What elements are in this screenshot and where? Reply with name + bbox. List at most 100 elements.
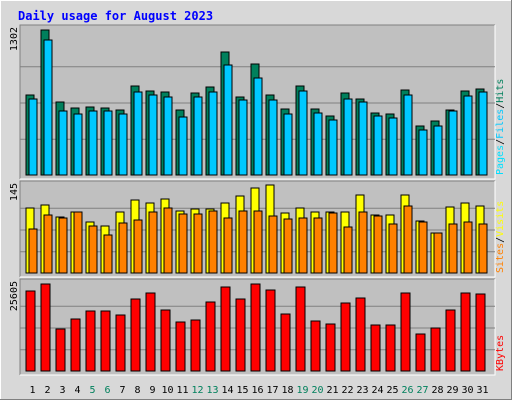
kbytes-bar — [325, 323, 336, 372]
sites-bar — [418, 221, 428, 274]
files-bar — [403, 94, 413, 176]
sites-bar — [238, 210, 248, 274]
x-tick-label: 1 — [29, 385, 35, 396]
legend-sites: Sites — [495, 243, 506, 273]
files-bar — [133, 91, 143, 176]
x-tick-label: 13 — [206, 385, 218, 396]
kbytes-bar — [475, 293, 486, 372]
x-tick-label: 26 — [401, 385, 413, 396]
files-bar — [103, 110, 113, 176]
files-bar — [448, 110, 458, 176]
x-tick-label: 14 — [221, 385, 233, 396]
files-bar — [283, 113, 293, 176]
x-tick-label: 18 — [281, 385, 293, 396]
x-tick-label: 20 — [311, 385, 323, 396]
legend-separator: / — [495, 103, 506, 109]
files-bar — [58, 110, 68, 176]
sites-bar — [148, 211, 158, 274]
kbytes-bar — [115, 314, 126, 372]
x-tick-label: 22 — [341, 385, 353, 396]
files-bar — [433, 125, 443, 176]
x-tick-label: 11 — [176, 385, 188, 396]
kbytes-bar — [190, 319, 201, 372]
chart-panels: 1302Pages/Files/Hits145Sites/Visits25605… — [9, 24, 506, 376]
kbytes-bar — [430, 327, 441, 372]
x-tick-label: 3 — [59, 385, 65, 396]
kbytes-bar — [250, 283, 261, 372]
x-tick-label: 31 — [476, 385, 488, 396]
y-max-label: 25605 — [9, 281, 20, 311]
panel-bevel-dark — [19, 24, 495, 179]
sites-bar — [58, 217, 68, 274]
sites-bar — [298, 217, 308, 274]
sites-bar — [403, 205, 413, 274]
kbytes-bar — [160, 309, 171, 372]
kbytes-bar — [340, 302, 351, 372]
kbytes-bar — [220, 286, 231, 372]
visits-sites-legend: Sites/Visits — [495, 201, 506, 273]
kbytes-bar — [445, 309, 456, 372]
sites-bar — [43, 214, 53, 274]
x-tick-label: 10 — [161, 385, 173, 396]
kbytes-bar — [40, 283, 51, 372]
kbytes-bar — [25, 290, 36, 372]
kbytes-bar — [205, 301, 216, 372]
x-tick-label: 6 — [104, 385, 110, 396]
files-bar — [118, 113, 128, 176]
kbytes-bar — [310, 320, 321, 372]
sites-bar — [283, 218, 293, 274]
x-tick-label: 27 — [416, 385, 428, 396]
files-bar — [208, 91, 218, 176]
sites-bar — [358, 211, 368, 274]
x-tick-label: 4 — [74, 385, 80, 396]
kbytes-bar — [385, 324, 396, 372]
sites-bar — [448, 223, 458, 274]
files-bar — [478, 91, 488, 176]
kbytes-bar — [235, 298, 246, 372]
legend-hits: Hits — [495, 79, 506, 103]
sites-bar — [193, 213, 203, 274]
x-tick-label: 21 — [326, 385, 338, 396]
files-bar — [163, 96, 173, 176]
sites-bar — [178, 213, 188, 274]
x-tick-label: 30 — [461, 385, 473, 396]
kbytes-bar — [295, 286, 306, 372]
x-tick-label: 15 — [236, 385, 248, 396]
panel-bevel-light — [20, 279, 496, 376]
x-tick-label: 12 — [191, 385, 203, 396]
x-tick-label: 17 — [266, 385, 278, 396]
kbytes-bar — [100, 310, 111, 372]
kbytes-legend: KBytes — [495, 335, 506, 371]
sites-bar — [328, 212, 338, 274]
sites-bar — [223, 217, 233, 274]
legend-kbytes: KBytes — [495, 335, 506, 371]
files-bar — [178, 116, 188, 176]
kbytes-bar — [175, 321, 186, 372]
x-tick-label: 7 — [119, 385, 125, 396]
sites-bar — [208, 210, 218, 274]
files-bar — [28, 98, 38, 176]
files-bar — [298, 90, 308, 176]
kbytes-bar — [460, 292, 471, 372]
panel-bevel-light — [20, 181, 496, 278]
files-bar — [268, 99, 278, 176]
files-bar — [43, 39, 53, 176]
panel-bevel-dark — [19, 278, 495, 375]
panel-bevel-dark — [19, 180, 495, 277]
y-max-label: 1302 — [9, 27, 20, 51]
files-bar — [328, 119, 338, 176]
kbytes-bar — [70, 318, 81, 372]
x-tick-label: 19 — [296, 385, 308, 396]
legend-separator: / — [495, 237, 506, 243]
x-tick-label: 9 — [149, 385, 155, 396]
sites-bar — [118, 222, 128, 274]
files-bar — [148, 94, 158, 176]
x-tick-label: 8 — [134, 385, 140, 396]
x-tick-label: 2 — [44, 385, 50, 396]
files-bar — [418, 129, 428, 176]
x-tick-label: 25 — [386, 385, 398, 396]
files-bar — [88, 110, 98, 176]
sites-bar — [253, 210, 263, 274]
legend-files: Files — [495, 109, 506, 139]
